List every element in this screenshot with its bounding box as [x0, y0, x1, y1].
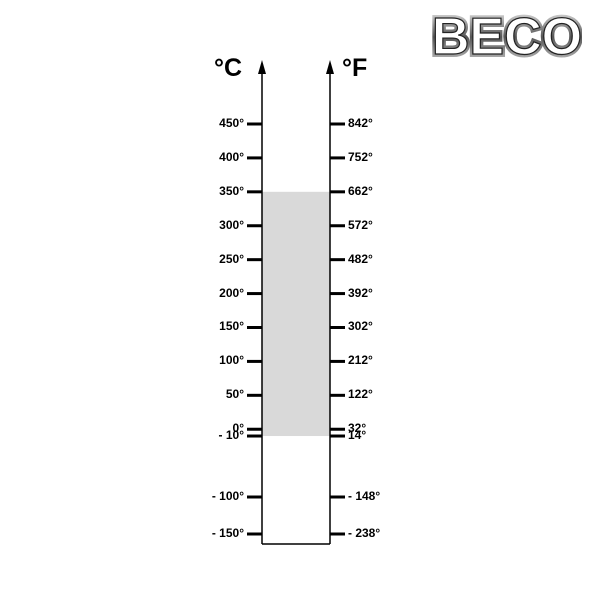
celsius-tick-label: - 10° [218, 428, 244, 443]
fahrenheit-tick-label: 842° [348, 116, 373, 130]
celsius-tick-label: 300° [219, 217, 244, 232]
fahrenheit-tick-label: 32° [348, 421, 367, 436]
arrow-up-icon [326, 60, 334, 74]
fahrenheit-tick-label: 482° [348, 251, 373, 266]
celsius-unit-label: °C [214, 54, 243, 82]
fahrenheit-tick-label: 572° [348, 217, 373, 232]
celsius-tick-label: - 150° [211, 526, 244, 540]
svg-text:BECO: BECO [432, 8, 582, 62]
celsius-tick-label: 150° [219, 319, 244, 334]
celsius-tick-label: 350° [219, 183, 244, 198]
fahrenheit-tick-label: 122° [348, 387, 373, 402]
fahrenheit-unit-label: °F [342, 54, 368, 82]
range-band [262, 191, 330, 437]
celsius-tick-label: 50° [225, 387, 244, 402]
celsius-tick-label: - 100° [211, 489, 244, 503]
fahrenheit-tick-label: 662° [348, 183, 373, 198]
fahrenheit-tick-label: 392° [348, 285, 373, 300]
fahrenheit-tick-label: 212° [348, 353, 373, 368]
celsius-tick-label: 400° [219, 149, 244, 164]
fahrenheit-tick-label: - 238° [348, 526, 381, 540]
arrow-up-icon [258, 60, 266, 74]
celsius-tick-label: 100° [219, 353, 244, 368]
fahrenheit-tick-label: 752° [348, 149, 373, 164]
beco-logo: BECO BECO [429, 5, 585, 69]
celsius-tick-label: 0° [232, 421, 244, 436]
fahrenheit-tick-label: 302° [348, 319, 373, 334]
celsius-tick-label: 200° [219, 285, 244, 300]
celsius-tick-label: 250° [219, 251, 244, 266]
fahrenheit-tick-label: - 148° [348, 489, 381, 503]
svg-text:BECO: BECO [432, 8, 582, 62]
fahrenheit-tick-label: 14° [348, 428, 367, 443]
celsius-tick-label: 450° [219, 116, 244, 130]
